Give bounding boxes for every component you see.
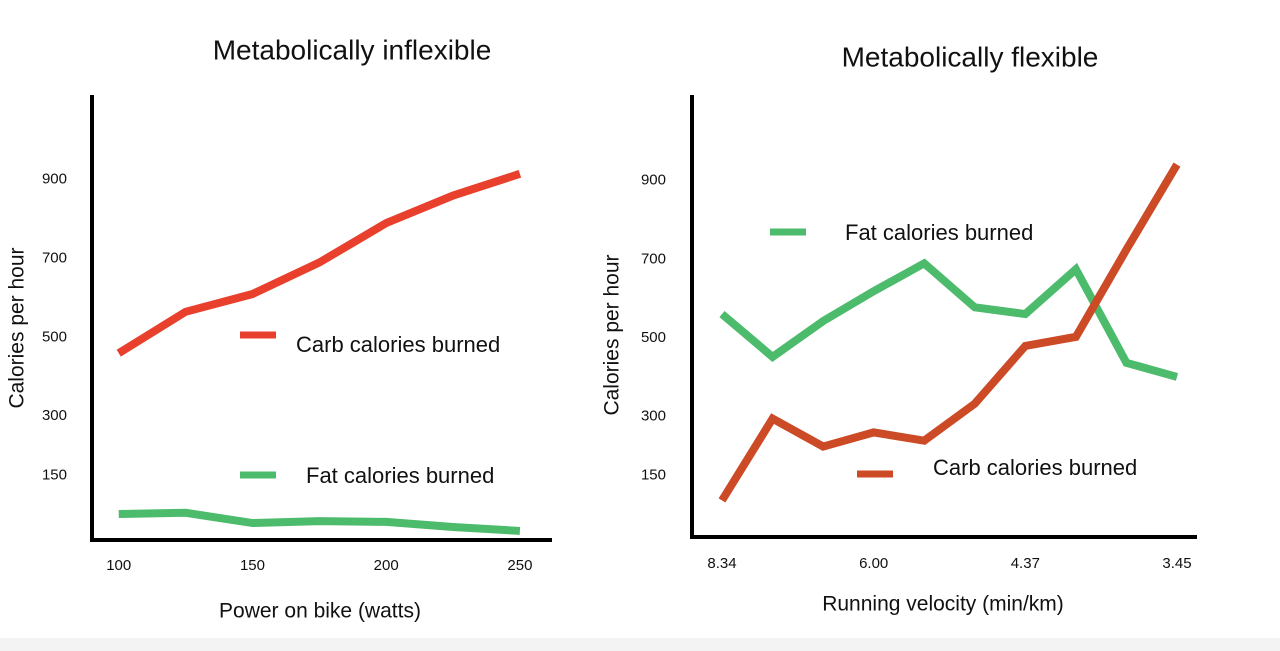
series-line — [718, 162, 1181, 503]
legend-label: Fat calories burned — [845, 220, 1033, 245]
y-tick-label: 900 — [641, 172, 666, 189]
legend-label: Fat calories burned — [306, 463, 494, 488]
x-tick-label: 150 — [240, 557, 265, 574]
y-tick-label: 150 — [641, 467, 666, 484]
chart-title: Metabolically inflexible — [213, 34, 492, 65]
chart-title: Metabolically flexible — [842, 41, 1099, 72]
series-line — [118, 508, 521, 535]
legend-label: Carb calories burned — [933, 455, 1137, 480]
y-axis-label: Calories per hour — [601, 254, 624, 415]
legend-label: Carb calories burned — [296, 332, 500, 357]
y-tick-label: 700 — [641, 250, 666, 267]
x-tick-label: 100 — [106, 557, 131, 574]
y-tick-label: 700 — [42, 250, 67, 267]
x-tick-label: 250 — [507, 557, 532, 574]
x-tick-label: 8.34 — [707, 555, 736, 572]
x-tick-label: 6.00 — [859, 555, 888, 572]
series-line — [719, 258, 1179, 381]
bottom-strip — [0, 638, 1280, 651]
x-tick-label: 3.45 — [1162, 555, 1191, 572]
y-axis-label: Calories per hour — [6, 247, 29, 408]
y-tick-label: 300 — [42, 407, 67, 424]
y-tick-label: 300 — [641, 408, 666, 425]
x-axis-label: Power on bike (watts) — [219, 600, 421, 623]
y-tick-label: 500 — [42, 328, 67, 345]
x-tick-label: 200 — [374, 557, 399, 574]
x-tick-label: 4.37 — [1011, 555, 1040, 572]
y-tick-label: 900 — [42, 171, 67, 188]
y-tick-label: 500 — [641, 329, 666, 346]
series-line — [116, 170, 522, 357]
x-axis-label: Running velocity (min/km) — [822, 593, 1064, 616]
y-tick-label: 150 — [42, 466, 67, 483]
